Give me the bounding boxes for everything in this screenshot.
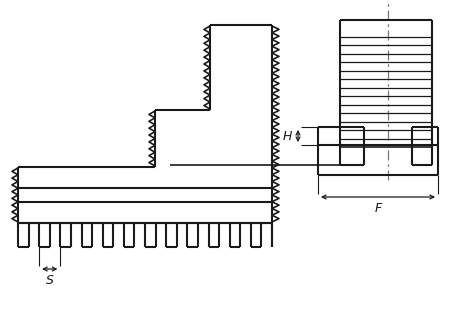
Text: F: F (374, 202, 382, 215)
Text: H: H (283, 130, 292, 142)
Text: S: S (46, 274, 54, 287)
